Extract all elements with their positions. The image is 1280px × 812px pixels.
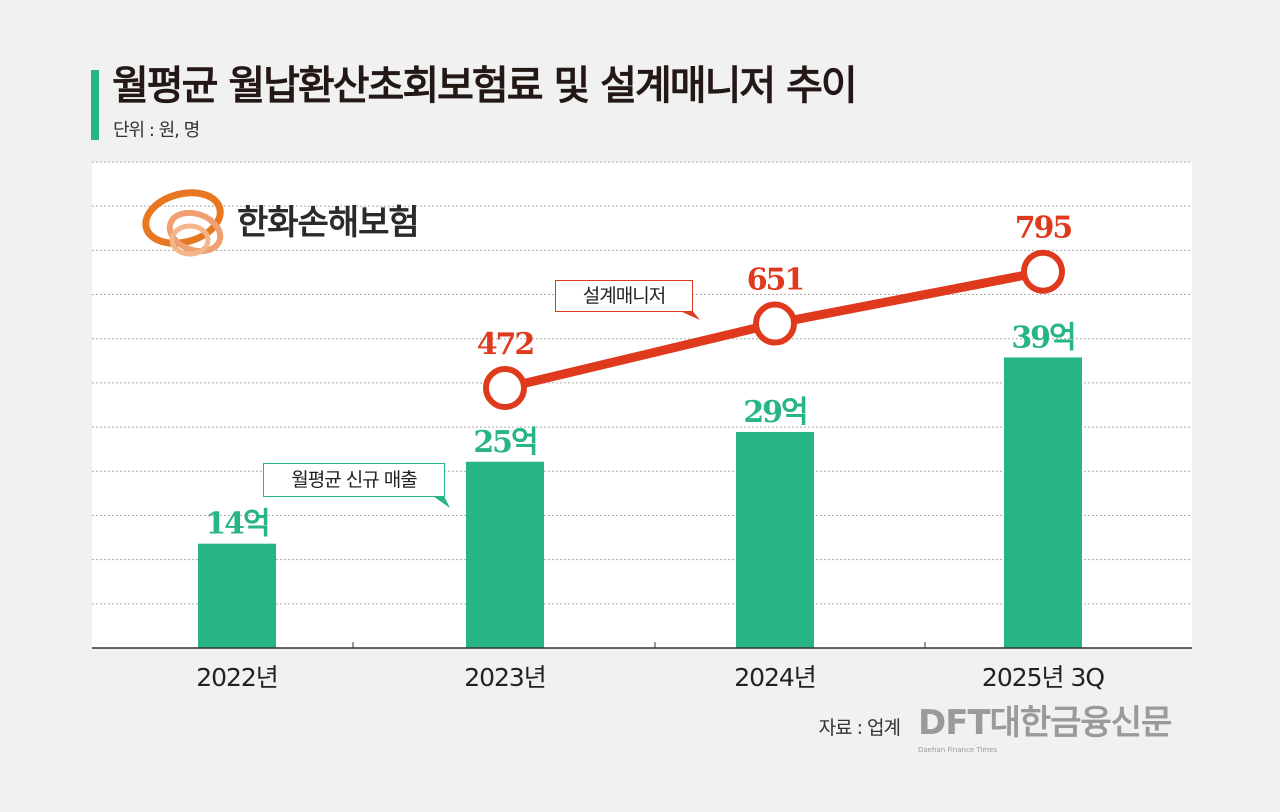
- x-tick-label: 2023년: [464, 663, 546, 692]
- publisher-logo: DFT대한금융신문: [918, 703, 1172, 743]
- chart-title: 월평균 월납환산초회보험료 및 설계매니저 추이: [112, 63, 858, 109]
- source-note: 자료 : 업계: [818, 717, 901, 739]
- bar-value-label: 29억: [743, 395, 806, 430]
- hanwha-logo-icon: [142, 189, 224, 257]
- bar: [466, 461, 544, 648]
- bar: [1004, 357, 1082, 648]
- x-tick-label: 2025년 3Q: [982, 663, 1104, 692]
- bar-callout-pointer: [430, 494, 450, 508]
- x-tick-label: 2022년: [196, 663, 278, 692]
- x-tick-label: 2024년: [734, 663, 816, 692]
- line-value-label: 795: [1015, 211, 1072, 246]
- bar: [736, 431, 814, 648]
- title-accent-bar: [91, 70, 99, 140]
- line-series-callout: 설계매니저: [555, 280, 693, 312]
- bar-series-callout: 월평균 신규 매출: [263, 463, 445, 497]
- line-point: [753, 301, 797, 346]
- bar-value-label: 25억: [473, 425, 536, 460]
- line-point: [1021, 249, 1065, 294]
- bar-value-label: 14억: [205, 507, 268, 542]
- line-point: [483, 366, 527, 410]
- bar: [198, 543, 276, 648]
- line-value-label: 651: [747, 263, 804, 298]
- publisher-logo-subtitle: Daehan Finance Times: [918, 746, 998, 754]
- bar-value-label: 39억: [1011, 320, 1074, 355]
- line-value-label: 472: [477, 327, 534, 362]
- unit-label: 단위 : 원, 명: [113, 120, 200, 141]
- company-logo-text: 한화손해보험: [237, 203, 420, 243]
